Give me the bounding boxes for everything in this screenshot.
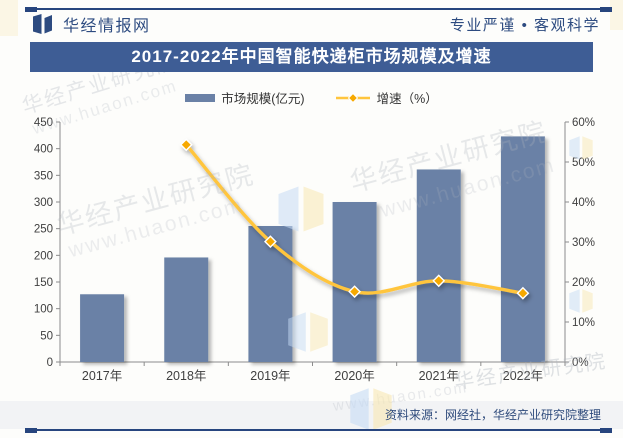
bottom-border-cap-right [600, 427, 612, 433]
legend: 市场规模(亿元) 增速（%） [0, 88, 623, 107]
right-tick-label: 60% [572, 117, 595, 129]
x-axis-label: 2021年 [419, 369, 459, 383]
legend-line-swatch [335, 92, 370, 103]
top-border-cap-right [600, 6, 612, 12]
bar-2017年 [80, 294, 125, 362]
right-tick-label: 50% [572, 157, 595, 169]
bar-2018年 [164, 257, 209, 362]
growth-point-2019年 [264, 235, 277, 248]
legend-item-market: 市场规模(亿元) [185, 88, 305, 107]
left-tick-label: 200 [34, 250, 53, 262]
header: 华经情报网 专业严谨 • 客观科学 [33, 12, 600, 36]
right-tick-label: 30% [572, 237, 595, 249]
left-tick-label: 150 [34, 277, 53, 289]
brand: 华经情报网 [33, 12, 151, 36]
x-axis-label: 2018年 [166, 369, 206, 383]
x-axis-label: 2019年 [250, 369, 290, 383]
left-tick-label: 450 [34, 117, 53, 129]
corner-blob [610, 0, 623, 30]
left-tick-label: 100 [34, 304, 53, 316]
legend-bar-swatch [185, 93, 216, 102]
corner-blob [0, 0, 18, 36]
source-text: 资料来源：网经社，华经产业研究院整理 [384, 408, 601, 422]
bars-group [80, 136, 545, 362]
header-slogan: 专业严谨 • 客观科学 [449, 16, 600, 34]
bar-2022年 [500, 136, 545, 362]
left-tick-label: 250 [34, 224, 53, 236]
left-tick-label: 0 [47, 357, 53, 369]
brand-logo-icon [33, 14, 52, 34]
left-tick-label: 400 [34, 144, 53, 156]
legend-label-growth: 增速（%） [376, 92, 438, 106]
top-border [25, 6, 612, 12]
legend-label-market: 市场规模(亿元) [221, 92, 305, 106]
bar-2021年 [416, 169, 461, 362]
bottom-border [25, 427, 612, 433]
growth-point-2022年 [516, 286, 530, 300]
growth-point-2020年 [348, 285, 361, 298]
x-axis-label: 2020年 [334, 369, 374, 383]
growth-point-2021年 [432, 274, 446, 288]
brand-name: 华经情报网 [63, 18, 151, 35]
growth-point-2018年 [179, 138, 193, 152]
bottom-border-cap-left [25, 427, 37, 433]
right-tick-label: 0% [572, 357, 589, 369]
top-border-cap-left [25, 6, 37, 12]
x-axis-label: 2022年 [503, 369, 543, 383]
left-tick-label: 50 [40, 330, 53, 342]
right-tick-label: 10% [572, 317, 595, 329]
footer-strip [0, 401, 623, 429]
bar-2020年 [332, 202, 377, 362]
left-tick-label: 350 [34, 170, 53, 182]
x-axis-label: 2017年 [82, 369, 122, 383]
bar-2019年 [248, 226, 293, 362]
left-tick-label: 300 [34, 197, 53, 209]
growth-line-group [179, 138, 530, 300]
right-tick-label: 20% [572, 277, 595, 289]
chart-title: 2017-2022年中国智能快递柜市场规模及增速 [30, 42, 593, 72]
legend-item-growth: 增速（%） [335, 88, 438, 107]
right-tick-label: 40% [572, 197, 595, 209]
